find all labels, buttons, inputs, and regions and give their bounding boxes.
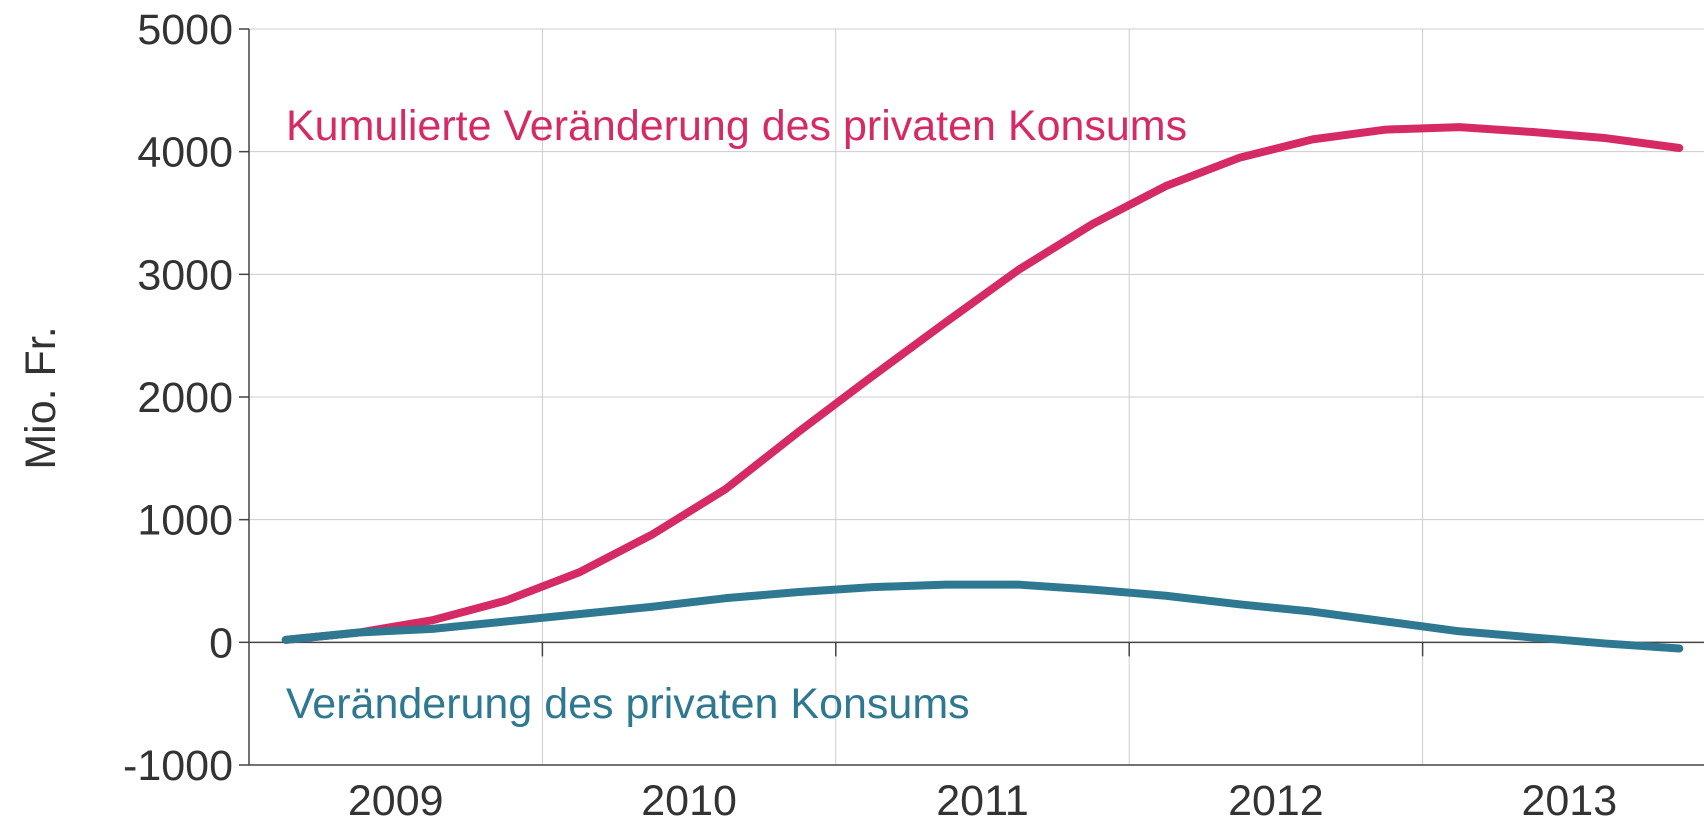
series-label: Veränderung des privaten Konsums <box>286 680 970 728</box>
x-tick-label: 2013 <box>1521 777 1617 825</box>
y-tick-label: 2000 <box>137 374 233 422</box>
x-tick-label: 2010 <box>641 777 737 825</box>
x-tick-label: 2012 <box>1228 777 1324 825</box>
y-tick-label: 4000 <box>137 129 233 177</box>
line-series <box>281 123 1684 644</box>
y-tick-label: -1000 <box>123 742 233 790</box>
series-label: Kumulierte Veränderung des privaten Kons… <box>286 102 1187 150</box>
y-axis-label: Mio. Fr. <box>17 326 65 469</box>
y-tick-label: 3000 <box>137 251 233 299</box>
y-tick-label: 1000 <box>137 497 233 545</box>
y-tick-label: 0 <box>209 619 233 667</box>
x-tick-label: 2009 <box>348 777 444 825</box>
line-series <box>281 580 1684 653</box>
x-tick-label: 2011 <box>936 777 1028 825</box>
y-tick-label: 5000 <box>137 6 233 54</box>
